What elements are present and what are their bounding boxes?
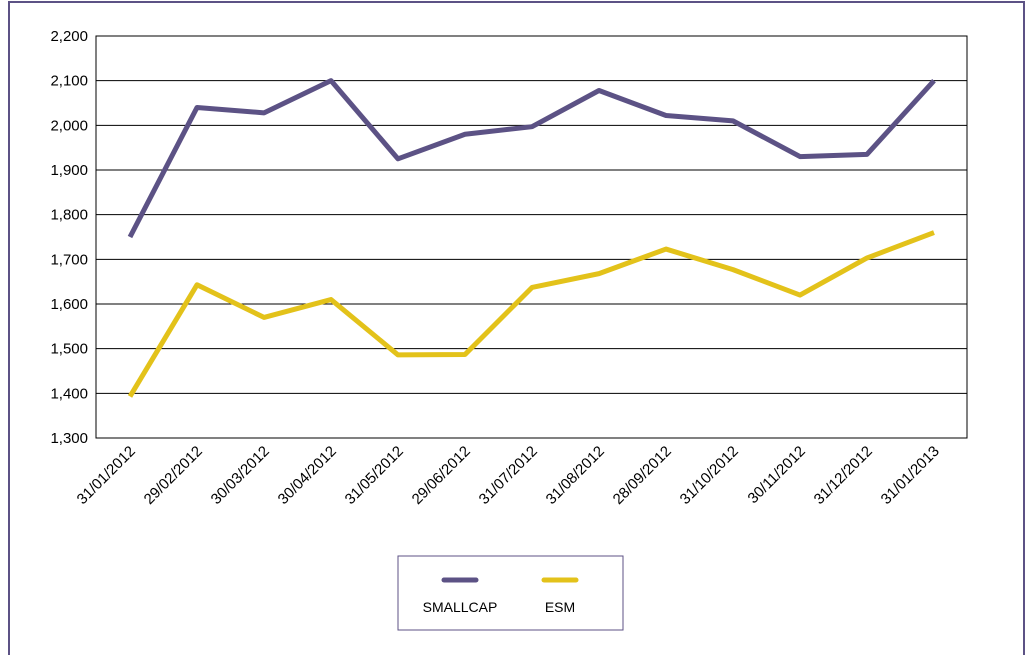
- frame: [8, 1, 1025, 655]
- legend: [397, 555, 624, 631]
- x-tick-label: 30/03/2012: [208, 443, 273, 508]
- x-tick-label: 31/07/2012: [476, 443, 541, 508]
- y-tick-label: 1,500: [50, 341, 88, 358]
- y-tick-label: 2,200: [50, 28, 88, 45]
- legend-label: SMALLCAP: [423, 599, 498, 615]
- y-tick-label: 1,900: [50, 162, 88, 179]
- y-tick-label: 2,100: [50, 73, 88, 90]
- x-tick-label: 31/08/2012: [543, 443, 608, 508]
- x-tick-label: 31/01/2012: [74, 443, 139, 508]
- y-tick-label: 1,400: [50, 385, 88, 402]
- y-tick-label: 1,800: [50, 207, 88, 224]
- x-tick-label: 29/02/2012: [141, 443, 206, 508]
- series-line: [127, 78, 936, 239]
- y-tick-label: 2,000: [50, 117, 88, 134]
- x-tick-label: 31/05/2012: [342, 443, 407, 508]
- x-tick-label: 31/01/2013: [878, 443, 943, 508]
- legend-label: ESM: [545, 599, 575, 615]
- x-tick-label: 30/04/2012: [275, 443, 340, 508]
- y-tick-label: 1,700: [50, 251, 88, 268]
- x-tick-label: 28/09/2012: [610, 443, 675, 508]
- series-line: [127, 230, 935, 398]
- x-tick-label: 31/12/2012: [811, 443, 876, 508]
- plot-area: [95, 35, 968, 439]
- y-tick-label: 1,300: [50, 430, 88, 447]
- y-tick-label: 1,600: [50, 296, 88, 313]
- x-tick-label: 30/11/2012: [745, 443, 809, 507]
- x-tick-label: 31/10/2012: [677, 443, 742, 508]
- x-tick-label: 29/06/2012: [409, 443, 474, 508]
